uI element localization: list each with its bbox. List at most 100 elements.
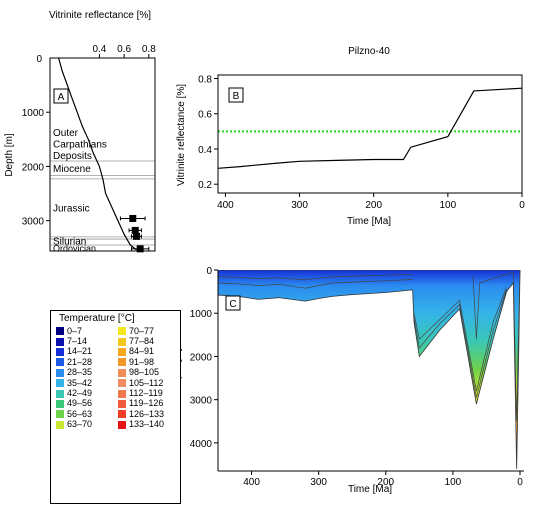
panel-b-xlabel: Time [Ma]: [347, 216, 391, 227]
legend-entry: 56–63: [56, 409, 92, 419]
panel-b-x-ticks: 400 300 200 100 0: [217, 193, 525, 211]
legend-swatch: [118, 379, 126, 388]
panel-a-y-tick-label: 1000: [22, 108, 45, 119]
panel-a-unit-label: Deposits: [53, 151, 92, 162]
legend-entry-label: 21–28: [67, 356, 93, 367]
legend-swatch: [118, 389, 126, 398]
panel-a-unit-label: Silurian: [53, 236, 86, 247]
legend-swatch: [56, 358, 64, 367]
legend-entry: 112–119: [118, 388, 164, 398]
legend-entry: 7–14: [56, 336, 92, 346]
legend-swatch: [118, 337, 126, 346]
legend-swatch: [118, 399, 126, 408]
panel-c-y-tick-label: 1000: [190, 309, 213, 320]
panel-a-x-tick-label: 0.4: [92, 44, 106, 55]
panel-b-x-tick-label: 0: [519, 200, 525, 211]
legend-entry: 0–7: [56, 326, 92, 336]
panel-b-reflectance-line: [217, 87, 523, 169]
legend-entry-label: 84–91: [129, 346, 155, 357]
panel-c-y-tick-label: 4000: [190, 439, 213, 450]
legend-entry-label: 133–140: [129, 419, 165, 430]
legend-entry: 70–77: [118, 326, 164, 336]
panel-c-label: C: [229, 299, 236, 310]
legend-swatch: [56, 389, 64, 398]
legend-swatch: [56, 347, 64, 356]
panel-b-title: Pilzno-40: [348, 46, 390, 57]
legend-entry-label: 119–126: [129, 398, 164, 409]
panel-c-horizon: [472, 270, 521, 422]
panel-b-x-tick-label: 200: [365, 200, 382, 211]
panel-c-y-ticks: 0 1000 2000 3000 4000: [190, 266, 218, 450]
panel-b-x-tick-label: 400: [217, 200, 234, 211]
legend-swatch: [118, 347, 126, 356]
legend-swatch: [56, 368, 64, 377]
panel-a-measurement: [136, 245, 144, 253]
legend-entry: 133–140: [118, 420, 164, 430]
panel-b-y-tick-label: 0.2: [198, 180, 212, 191]
panel-b-series: [217, 87, 523, 169]
panel-c-x-ticks: 400 300 200 100 0: [243, 471, 523, 488]
legend-entry-label: 70–77: [129, 325, 155, 336]
panel-c-x-tick-label: 100: [445, 477, 462, 488]
panel-a-x-tick-label: 0.6: [117, 44, 131, 55]
panel-c-y-tick-label: 2000: [190, 352, 213, 363]
panel-a-unit-label: Carpathians: [53, 140, 107, 151]
legend-entry: 14–21: [56, 347, 92, 357]
legend-swatch: [56, 420, 64, 429]
legend-entry: 105–112: [118, 378, 164, 388]
panel-c-x-tick-label: 400: [243, 477, 260, 488]
panel-b-x-tick-label: 100: [440, 200, 457, 211]
panel-c-x-tick-label: 300: [310, 477, 327, 488]
panel-a-unit-label: Jurassic: [53, 203, 90, 214]
legend-swatch: [118, 327, 126, 336]
legend-column-left: 0–7 7–14 14–21 21–28 28–35 35–42 42–49 49–56 56–…: [56, 326, 92, 430]
panel-a-ylabel: Depth [m]: [4, 133, 15, 177]
legend-entry: 126–133: [118, 409, 164, 419]
panel-b-label-box: [228, 87, 244, 103]
panel-a-xlabel: Vitrinite reflectance [%]: [49, 10, 151, 21]
legend-entry-label: 63–70: [67, 419, 93, 430]
panel-b-y-ticks: 0.2 0.4 0.6 0.8: [198, 75, 218, 191]
legend-title: Temperature [°C]: [59, 313, 135, 324]
legend-entry-label: 91–98: [129, 356, 155, 367]
legend-entry-label: 35–42: [67, 377, 93, 388]
legend-entry-label: 56–63: [67, 408, 93, 419]
legend-entry-label: 42–49: [67, 388, 93, 399]
panel-a-measurement: [129, 214, 137, 222]
legend-swatch: [56, 327, 64, 336]
legend-swatch: [56, 410, 64, 419]
legend-entry-label: 7–14: [67, 336, 88, 347]
legend-swatch: [118, 410, 126, 419]
legend-swatch: [118, 358, 126, 367]
panel-c-y-tick-label: 3000: [190, 396, 213, 407]
legend-entry: 98–105: [118, 368, 164, 378]
panel-a-measurements: [119, 214, 150, 253]
panel-a-label: A: [58, 92, 65, 103]
panel-a-unit-label: Miocene: [53, 164, 91, 175]
panel-c-xlabel: Time [Ma]: [348, 484, 392, 495]
legend-entry-label: 98–105: [129, 367, 160, 378]
panel-c-horizons: [218, 270, 521, 422]
panel-b-ylabel: Vitrinite reflectance [%]: [176, 84, 187, 186]
panel-c-label-box: [225, 295, 241, 311]
temperature-legend: Temperature [°C] 0–7 7–14 14–21 21–28 28–35 3…: [50, 310, 181, 504]
legend-swatch: [56, 399, 64, 408]
panel-a-unit-label: Ordovician: [53, 244, 96, 254]
legend-entry-label: 112–119: [129, 388, 163, 399]
legend-entry: 28–35: [56, 368, 92, 378]
legend-entry-label: 77–84: [129, 336, 155, 347]
panel-a-frame: [49, 57, 156, 252]
panel-b-y-tick-label: 0.4: [198, 145, 212, 156]
panel-b-y-tick-label: 0.6: [198, 110, 212, 121]
legend-entry: 119–126: [118, 399, 164, 409]
panel-c-horizon: [218, 279, 413, 289]
panel-c-y-tick-label: 0: [206, 266, 212, 277]
legend-entry: 63–70: [56, 420, 92, 430]
panel-a-unit-label: Outer: [53, 128, 79, 139]
panel-a-reflectance-profile: [58, 57, 137, 251]
legend-entry: 21–28: [56, 357, 92, 367]
panel-b-x-tick-label: 300: [291, 200, 308, 211]
legend-entry: 49–56: [56, 399, 92, 409]
